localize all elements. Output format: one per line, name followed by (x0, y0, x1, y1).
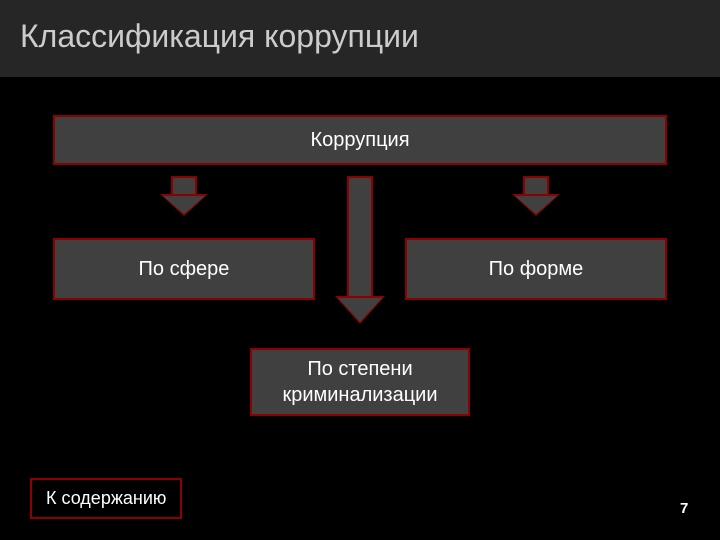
nav-label: К содержанию (46, 488, 166, 508)
title-bar: Классификация коррупции (0, 0, 720, 77)
box-by-criminalization[interactable]: По степени криминализации (250, 348, 470, 416)
box-corruption-root: Коррупция (53, 115, 667, 165)
box-label: Коррупция (310, 127, 409, 153)
slide-title: Классификация коррупции (20, 18, 700, 55)
arrow-down-icon (160, 176, 208, 216)
box-label: По степени криминализации (252, 356, 468, 408)
arrow-down-icon (512, 176, 560, 216)
box-by-sphere[interactable]: По сфере (53, 238, 315, 300)
box-by-form[interactable]: По форме (405, 238, 667, 300)
back-to-contents-button[interactable]: К содержанию (30, 478, 182, 519)
arrow-down-icon (335, 176, 385, 324)
box-label: По сфере (139, 256, 230, 282)
box-label: По форме (489, 256, 584, 282)
page-number: 7 (680, 500, 688, 517)
